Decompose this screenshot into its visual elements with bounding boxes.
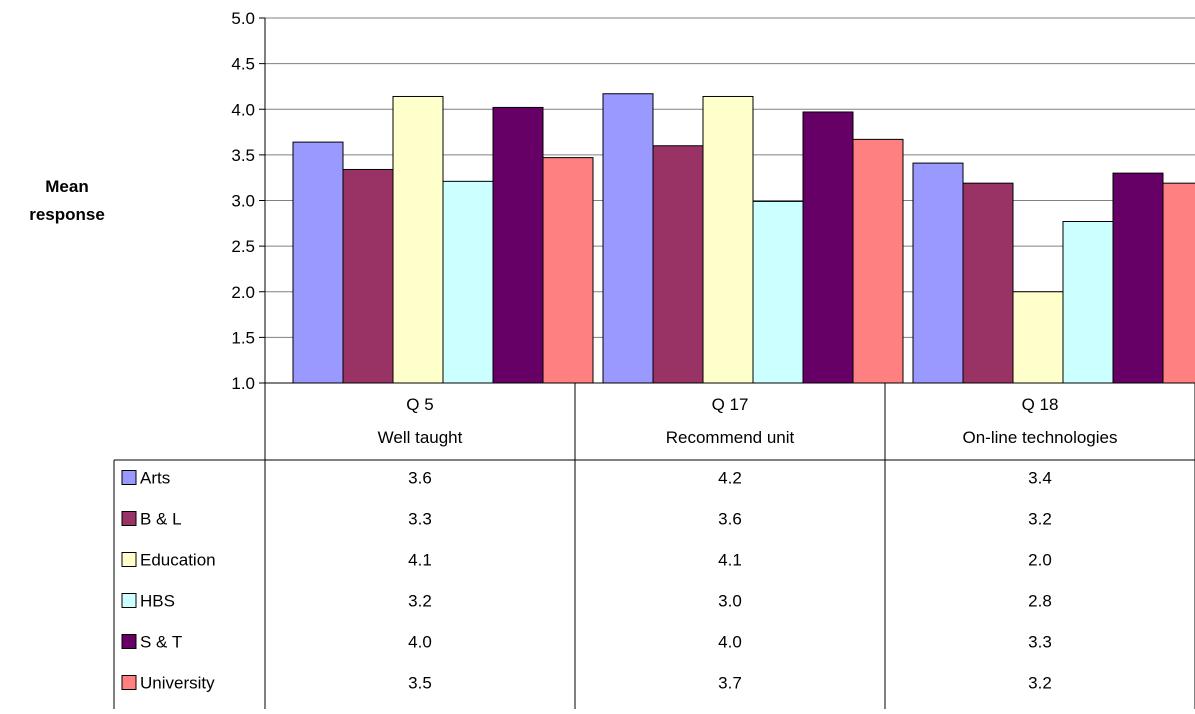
legend-label: Education [140, 551, 216, 570]
y-tick-label: 3.0 [231, 192, 255, 211]
legend-label: Arts [140, 469, 170, 488]
data-label: 3.2 [1028, 674, 1052, 693]
data-label: 3.0 [718, 592, 742, 611]
category-label: Well taught [378, 428, 463, 447]
data-label: 3.2 [1028, 510, 1052, 529]
bar [702, 95, 754, 384]
bar [1162, 182, 1195, 384]
bar [442, 180, 494, 384]
category-label: On-line technologies [963, 428, 1118, 447]
legend-swatch [121, 593, 137, 608]
bar [342, 168, 394, 384]
bar [492, 106, 544, 384]
data-label: 3.5 [408, 674, 432, 693]
data-label: 4.1 [408, 551, 432, 570]
y-axis-title-line: Mean [45, 177, 88, 196]
y-tick-label: 2.0 [231, 283, 255, 302]
bar [542, 157, 594, 384]
axes [259, 17, 1195, 384]
bar [752, 200, 804, 384]
bar [652, 145, 704, 384]
bar [602, 93, 654, 384]
data-label: 3.4 [1028, 469, 1052, 488]
y-tick-label: 3.5 [231, 146, 255, 165]
data-label: 3.7 [718, 674, 742, 693]
legend-swatch [121, 470, 137, 485]
bar [802, 111, 854, 384]
data-label: 3.6 [718, 510, 742, 529]
bar [1062, 220, 1114, 384]
legend-label: University [140, 674, 215, 693]
legend-label: B & L [140, 510, 182, 529]
bar [962, 182, 1014, 384]
legend-swatch [121, 675, 137, 690]
data-table: Q 5 Well taught Q 17 Recommend unit Q 18 On-l… [113, 383, 1195, 709]
data-label: 4.0 [408, 633, 432, 652]
y-tick-labels: 1.0 1.5 2.0 2.5 3.0 3.5 4.0 4.5 5.0 [231, 9, 255, 393]
bar [852, 138, 904, 384]
bar [292, 141, 344, 384]
category-label: Q 17 [712, 395, 749, 414]
data-label: 2.8 [1028, 592, 1052, 611]
data-label: 3.3 [408, 510, 432, 529]
bar [1112, 172, 1164, 384]
y-tick-label: 1.0 [231, 374, 255, 393]
y-axis-title-line: response [29, 205, 105, 224]
legend-label: S & T [140, 633, 182, 652]
data-label: 3.3 [1028, 633, 1052, 652]
legend-label: HBS [140, 592, 175, 611]
category-label: Q 5 [406, 395, 433, 414]
bar [392, 95, 444, 384]
bar [1012, 291, 1064, 384]
y-axis-title: Mean response [29, 177, 105, 224]
bar [912, 162, 964, 384]
data-label: 3.2 [408, 592, 432, 611]
y-tick-label: 5.0 [231, 9, 255, 28]
category-label: Recommend unit [666, 428, 795, 447]
category-label: Q 18 [1022, 395, 1059, 414]
y-tick-label: 4.5 [231, 55, 255, 74]
legend-swatch [121, 634, 137, 649]
legend-swatch [121, 511, 137, 526]
y-tick-label: 4.0 [231, 100, 255, 119]
data-label: 4.2 [718, 469, 742, 488]
y-tick-label: 2.5 [231, 237, 255, 256]
y-tick-label: 1.5 [231, 328, 255, 347]
data-label: 3.6 [408, 469, 432, 488]
data-label: 2.0 [1028, 551, 1052, 570]
data-label: 4.1 [718, 551, 742, 570]
bars [292, 93, 1195, 384]
data-label: 4.0 [718, 633, 742, 652]
legend-swatch [121, 552, 137, 567]
